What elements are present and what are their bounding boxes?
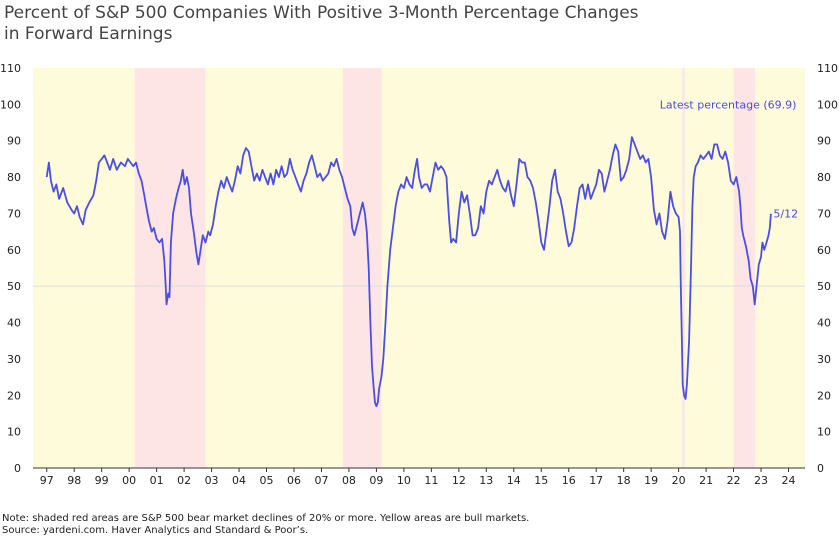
x-tick-label: 22 [727,474,741,487]
y-tick-label-left: 70 [7,207,21,220]
y-tick-label-left: 30 [7,353,21,366]
latest-date-annotation: 5/12 [773,207,798,220]
x-tick-label: 05 [260,474,274,487]
x-tick-label: 17 [589,474,603,487]
y-tick-label-right: 30 [817,353,831,366]
x-tick-label: 16 [562,474,576,487]
x-tick-label: 06 [287,474,301,487]
x-tick-label: 09 [369,474,383,487]
x-tick-label: 13 [479,474,493,487]
bull-market-band [205,68,343,468]
data-series [45,136,772,408]
chart-annotations: Latest percentage (69.9) 5/12 [660,98,798,220]
y-tick-label-right: 40 [817,317,831,330]
x-tick-label: 23 [754,474,768,487]
bull-market-band [381,68,683,468]
bull-market-band [684,68,734,468]
x-tick-label: 12 [452,474,466,487]
bear-market-band [733,68,755,468]
y-tick-label-left: 90 [7,135,21,148]
y-tick-label-right: 100 [817,98,838,111]
x-tick-label: 19 [644,474,658,487]
bull-market-band [754,68,805,468]
x-tick-label: 99 [95,474,109,487]
x-tick-label: 01 [150,474,164,487]
footnote-line-1: Note: shaded red areas are S&P 500 bear … [2,513,530,524]
x-tick-label: 03 [205,474,219,487]
market-period-bands [33,68,805,468]
series-line [45,136,772,408]
chart-title: Percent of S&P 500 Companies With Positi… [4,3,804,45]
y-tick-label-right: 110 [817,62,838,75]
chart-title-line-2: in Forward Earnings [4,24,173,44]
y-tick-label-left: 0 [14,462,21,475]
y-tick-label-right: 60 [817,244,831,257]
x-tick-label: 11 [424,474,438,487]
x-tick-label: 97 [40,474,54,487]
chart-footnote: Note: shaded red areas are S&P 500 bear … [2,513,529,537]
footnote-line-2: Source: yardeni.com. Haver Analytics and… [2,525,309,536]
y-tick-label-left: 110 [0,62,21,75]
x-tick-label: 14 [507,474,521,487]
latest-percentage-annotation: Latest percentage (69.9) [660,98,797,111]
y-tick-label-right: 50 [817,280,831,293]
x-tick-label: 98 [67,474,81,487]
x-tick-label: 20 [672,474,686,487]
y-tick-label-left: 60 [7,244,21,257]
y-tick-label-left: 80 [7,171,21,184]
x-tick-label: 24 [782,474,796,487]
y-tick-label-left: 10 [7,426,21,439]
x-tick-label: 08 [342,474,356,487]
bear-market-band [682,68,685,468]
y-tick-label-right: 80 [817,171,831,184]
chart-frame [33,285,805,472]
y-tick-label-right: 70 [817,207,831,220]
y-tick-label-right: 0 [817,462,824,475]
y-tick-label-right: 10 [817,426,831,439]
y-tick-label-left: 100 [0,98,21,111]
chart-title-line-1: Percent of S&P 500 Companies With Positi… [4,3,639,23]
bear-market-band [342,68,382,468]
x-tick-label: 00 [122,474,136,487]
y-tick-label-left: 40 [7,317,21,330]
x-tick-label: 15 [534,474,548,487]
x-tick-label: 02 [177,474,191,487]
y-tick-label-right: 20 [817,389,831,402]
y-tick-label-left: 50 [7,280,21,293]
x-tick-label: 04 [232,474,246,487]
x-tick-label: 07 [314,474,328,487]
x-tick-label: 10 [397,474,411,487]
x-tick-label: 21 [699,474,713,487]
y-tick-label-right: 90 [817,135,831,148]
y-tick-label-left: 20 [7,389,21,402]
x-tick-label: 18 [617,474,631,487]
bull-market-band [33,68,135,468]
